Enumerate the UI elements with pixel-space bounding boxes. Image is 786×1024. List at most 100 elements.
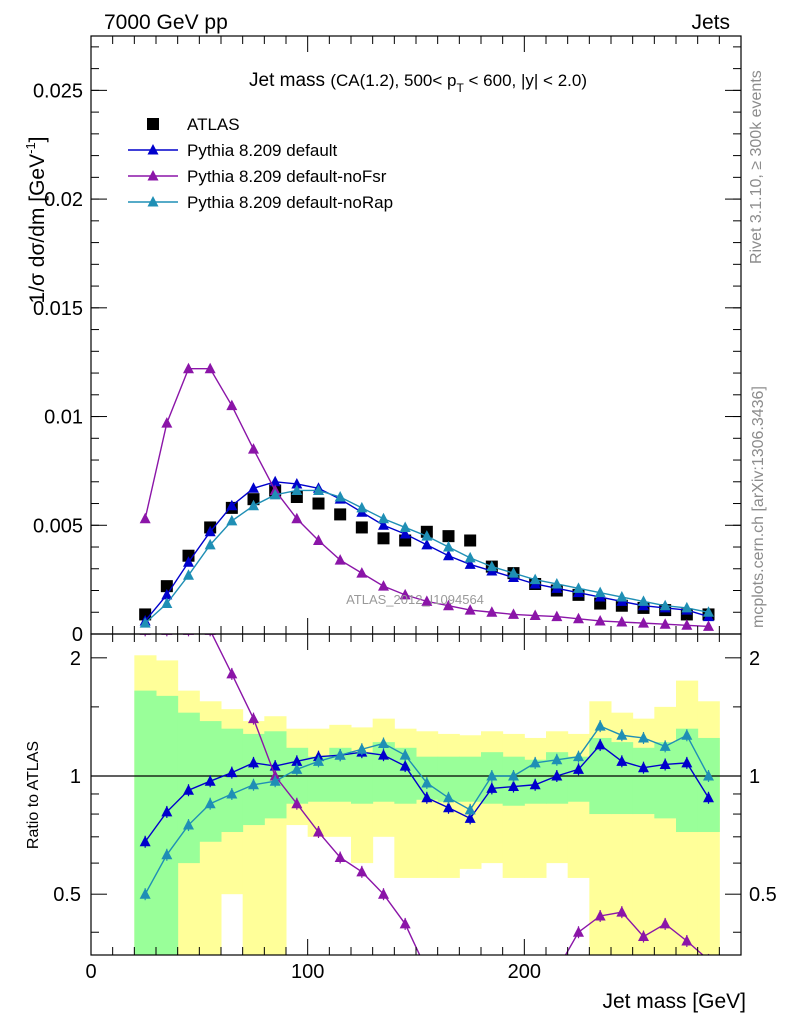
ratio-point-1 [681,934,693,946]
ratio-point-2 [616,729,628,740]
legend-label: Pythia 8.209 default [187,141,338,160]
series-point-2 [248,443,259,454]
ratio-point-0 [464,812,476,823]
series-point-2 [183,362,194,374]
series-point-3 [573,582,584,593]
series-point-3 [464,551,476,563]
ratio-point-1 [248,712,259,724]
series-point-3 [204,538,216,550]
series-point-2 [594,614,606,626]
series-point-2 [161,417,173,428]
series-point-2 [508,608,519,619]
band-stat [459,756,482,802]
ratio-ytick-label-right: 0.5 [749,884,777,906]
band-stat [567,756,590,802]
ratio-point-0 [204,775,216,786]
ratio-point-2 [226,787,238,799]
band-stat [307,756,330,802]
xtick-label: 200 [508,961,541,983]
ratio-ytick-label: 0.5 [53,884,81,906]
series-point-1 [183,556,194,567]
series-point-1 [464,558,476,569]
ratio-point-1 [616,906,628,917]
ratio-point-2 [703,770,714,781]
atlas-point [247,493,260,506]
ratio-point-2 [334,749,346,760]
band-total [459,735,482,869]
main-axes: 0 0.005 0.01 0.015 0.02 0.025 [33,35,742,646]
series-point-2 [464,604,476,615]
title-main: Jet mass [249,70,325,91]
ratio-point-0 [443,801,454,813]
ylabel-main: 1/σ dσ/dm [GeV [26,154,49,304]
xtick-label: 100 [291,961,324,983]
ratio-point-1 [204,634,216,635]
mcplots-label: mcplots.cern.ch [arXiv:1306.3436] [750,386,767,628]
series-point-1 [399,527,411,539]
ratio-point-1 [486,975,497,986]
ratio-point-1 [443,981,454,992]
ratio-point-2 [594,720,606,731]
ylabel-sup: -1 [23,142,38,154]
series-point-3 [681,601,693,613]
series-point-3 [703,606,714,617]
band-stat [134,690,157,955]
band-stat [351,752,374,804]
ratio-point-2 [529,756,541,768]
band-stat [611,742,634,815]
series-point-2 [551,610,563,622]
ratio-point-0 [508,780,519,792]
ratio-point-0 [378,749,389,760]
ratio-axes: 0.5 0.5 1 1 2 2 0 100 200 [53,633,777,983]
ratio-point-0 [183,784,194,795]
ratio-point-1 [551,964,562,975]
ratio-point-2 [508,770,519,781]
ratio-point-1 [334,851,346,863]
band-stat [654,742,677,819]
ratio-point-0 [486,782,498,793]
rivet-label: Rivet 3.1.10, ≥ 300k events [748,70,765,264]
ratio-point-2 [139,888,151,899]
ratio-point-2 [204,797,216,809]
header-right: Jets [691,11,730,34]
series-point-3 [313,484,324,495]
legend-marker [147,170,159,181]
series-point-2 [204,362,216,374]
ratio-point-2 [356,743,368,754]
ratio-line-1 [211,634,704,955]
series-point-1 [226,499,238,511]
xlabel: Jet mass [GeV] [602,990,746,1013]
ratio-point-2 [464,803,476,815]
ratio-point-1 [226,667,238,679]
series-point-3 [161,597,173,609]
band-total [502,733,525,878]
ratio-ytick-label-right: 2 [749,648,760,670]
ratio-point-2 [486,770,498,781]
band-stat [156,695,179,955]
title-sub-sub: T [456,81,464,95]
ratio-point-2 [659,740,671,751]
ratio-point-2 [551,753,563,765]
series-point-1 [248,482,259,493]
ratio-ytick-label: 1 [70,766,81,788]
ratio-point-2 [161,848,173,860]
band-stat [329,747,352,802]
ratio-point-2 [399,749,411,760]
series-point-3 [269,488,281,500]
ratio-point-2 [638,731,649,743]
atlas-point [377,532,390,545]
header-left: 7000 GeV pp [104,11,228,34]
series-point-1 [378,519,389,530]
ratio-point-0 [616,755,628,766]
series-point-3 [638,595,649,606]
band-stat [372,742,395,802]
atlas-point [442,530,455,543]
series-point-3 [594,586,606,598]
ratio-point-2 [269,775,281,786]
ratio-point-0 [529,778,541,790]
series-point-1 [291,477,303,489]
main-series-layer [139,362,715,631]
series-point-2 [313,534,324,545]
main-ylabel: 1/σ dσ/dm [GeV-1] [23,136,49,303]
ratio-point-1 [399,917,411,929]
